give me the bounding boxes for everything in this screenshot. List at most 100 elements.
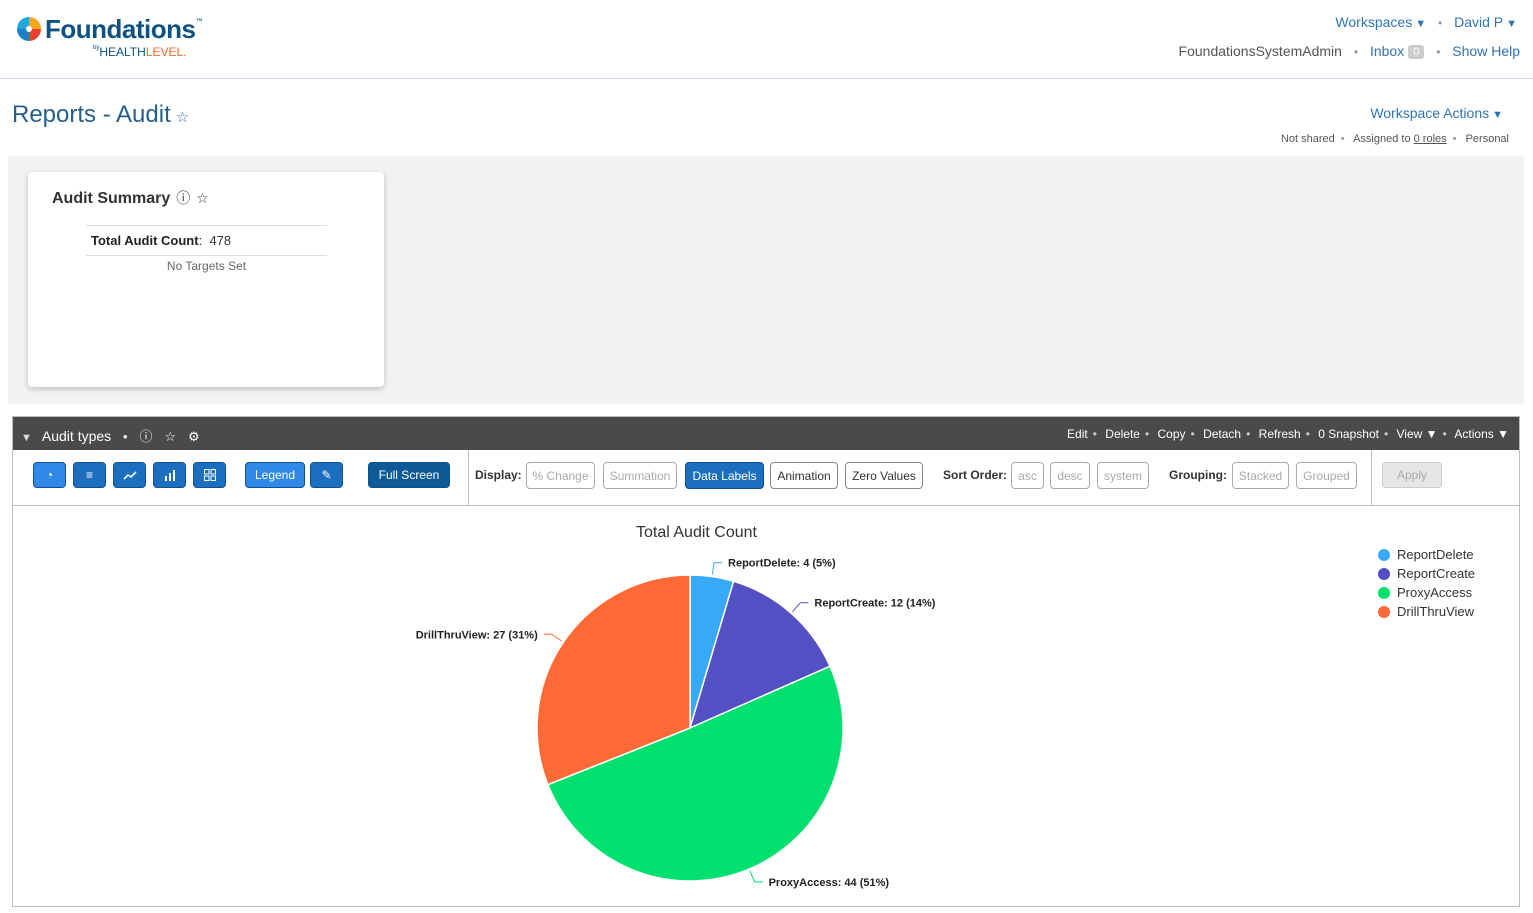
chart-title: Total Audit Count bbox=[636, 524, 757, 541]
label-connector-drillthruview bbox=[543, 633, 562, 642]
legend-label: ProxyAccess bbox=[1397, 585, 1473, 600]
star-icon[interactable]: ☆ bbox=[196, 190, 209, 206]
legend-item-reportcreate[interactable]: ReportCreate bbox=[1378, 564, 1475, 583]
legend-button[interactable]: Legend bbox=[245, 462, 305, 488]
sharing-info: Not shared • Assigned to 0 roles • Persona… bbox=[1280, 133, 1509, 145]
bar-chart-icon bbox=[164, 469, 175, 481]
workspaces-menu[interactable]: Workspaces ▼ bbox=[1335, 14, 1427, 30]
animation-toggle[interactable]: Animation bbox=[770, 462, 838, 489]
show-help-link[interactable]: Show Help bbox=[1452, 43, 1520, 59]
detach-action[interactable]: Detach bbox=[1203, 427, 1242, 441]
pencil-icon: ✎ bbox=[321, 468, 332, 482]
panel-title: Audit types bbox=[41, 428, 112, 444]
apply-button[interactable]: Apply bbox=[1382, 462, 1442, 488]
delete-action[interactable]: Delete bbox=[1105, 427, 1140, 441]
label-connector-reportcreate bbox=[792, 602, 809, 613]
workspace-actions-menu[interactable]: Workspace Actions ▼ bbox=[1370, 105, 1503, 121]
summation-toggle[interactable]: Summation bbox=[603, 462, 677, 489]
percent-change-toggle[interactable]: % Change bbox=[526, 462, 595, 489]
display-label: Display: bbox=[475, 468, 522, 482]
refresh-action[interactable]: Refresh bbox=[1258, 427, 1301, 441]
separator-dot: • bbox=[1437, 16, 1443, 30]
pie-chart-icon: ◔ bbox=[45, 468, 54, 482]
separator-dot: • bbox=[1436, 45, 1441, 59]
legend-item-proxyaccess[interactable]: ProxyAccess bbox=[1378, 583, 1475, 602]
grouped-toggle[interactable]: Grouped bbox=[1296, 462, 1357, 489]
assigned-roles-link[interactable]: 0 roles bbox=[1413, 133, 1447, 145]
toolbar-divider bbox=[1371, 450, 1372, 505]
account-name: FoundationsSystemAdmin bbox=[1178, 43, 1342, 59]
info-icon[interactable]: ⓘ bbox=[176, 190, 191, 206]
logo-pinwheel-icon bbox=[17, 17, 41, 41]
legend-item-drillthruview[interactable]: DrillThruView bbox=[1378, 602, 1475, 621]
chevron-down-icon: ▼ bbox=[1506, 18, 1517, 30]
legend-label: ReportCreate bbox=[1397, 566, 1476, 581]
pie-chart: ReportDelete: 4 (5%) ReportCreate: 12 (14… bbox=[416, 558, 936, 889]
grid-view-button[interactable] bbox=[193, 462, 226, 488]
total-audit-count-stat: Total Audit Count: 478 bbox=[86, 225, 327, 256]
user-menu[interactable]: David P ▼ bbox=[1454, 14, 1517, 30]
personal-label: Personal bbox=[1465, 133, 1509, 145]
star-icon[interactable]: ☆ bbox=[164, 429, 177, 444]
edit-chart-button[interactable]: ✎ bbox=[310, 462, 343, 488]
summary-zone: Audit Summary ⓘ ☆ Total Audit Count: 478 N… bbox=[8, 156, 1524, 404]
pie-slice-drillthruview[interactable] bbox=[536, 574, 691, 786]
page-title: Reports - Audit ☆ bbox=[12, 101, 190, 128]
separator-dot: • bbox=[1353, 45, 1359, 59]
bar-chart-button[interactable] bbox=[153, 462, 186, 488]
panel-header: ▼ Audit types • ⓘ ☆ ⚙ Edit • Delete • Copy •… bbox=[13, 417, 1519, 450]
audit-types-panel: ▼ Audit types • ⓘ ☆ ⚙ Edit • Delete • Copy •… bbox=[12, 416, 1520, 907]
collapse-triangle-icon[interactable]: ▼ bbox=[21, 432, 32, 444]
pie-slice-reportcreate[interactable] bbox=[688, 580, 831, 730]
stat-value: 478 bbox=[209, 233, 232, 248]
legend-color-dot bbox=[1378, 567, 1390, 580]
foundations-logo[interactable]: Foundations™ byHEALTHLEVEL. bbox=[16, 14, 216, 64]
legend-color-dot bbox=[1378, 548, 1390, 561]
copy-action[interactable]: Copy bbox=[1157, 427, 1186, 441]
logo-wordmark: Foundations™ bbox=[45, 14, 202, 44]
separator-dot: • bbox=[123, 429, 128, 444]
top-links-secondary: FoundationsSystemAdmin • Inbox 0 • Show H… bbox=[1179, 43, 1520, 59]
legend-color-dot bbox=[1378, 586, 1390, 599]
gear-icon[interactable]: ⚙ bbox=[187, 429, 200, 444]
table-view-button[interactable]: ≡ bbox=[73, 462, 106, 488]
chart-area: Total Audit Count ReportDelete: 4 (5%) Re… bbox=[13, 506, 1519, 906]
panel-actions: Edit • Delete • Copy • Detach • Refresh • 0 S… bbox=[1067, 427, 1509, 441]
data-label-reportcreate: ReportCreate: 12 (14%) bbox=[814, 598, 935, 610]
sort-system-toggle[interactable]: system bbox=[1097, 462, 1149, 489]
inbox-count-badge: 0 bbox=[1408, 45, 1425, 59]
zero-values-toggle[interactable]: Zero Values bbox=[845, 462, 923, 489]
data-labels-toggle[interactable]: Data Labels bbox=[685, 462, 764, 489]
edit-action[interactable]: Edit bbox=[1067, 427, 1088, 441]
data-label-reportdelete: ReportDelete: 4 (5%) bbox=[728, 558, 836, 570]
data-label-drillthruview: DrillThruView: 27 (31%) bbox=[416, 629, 538, 641]
label-connector-proxyaccess bbox=[749, 870, 763, 883]
chart-type-section: ◔ ≡ Legend ✎ Full Screen bbox=[13, 450, 469, 505]
audit-summary-card[interactable]: Audit Summary ⓘ ☆ Total Audit Count: 478 N… bbox=[28, 172, 384, 387]
legend-item-reportdelete[interactable]: ReportDelete bbox=[1378, 545, 1475, 564]
chevron-down-icon: ▼ bbox=[1425, 427, 1438, 441]
actions-menu[interactable]: Actions ▼ bbox=[1454, 427, 1509, 441]
stacked-toggle[interactable]: Stacked bbox=[1232, 462, 1289, 489]
legend-color-dot bbox=[1378, 605, 1390, 618]
grid-icon bbox=[203, 469, 216, 481]
legend-label: DrillThruView bbox=[1397, 604, 1475, 619]
inbox-link[interactable]: Inbox 0 bbox=[1370, 43, 1425, 59]
label-connector-reportdelete bbox=[711, 562, 723, 575]
grouping-label: Grouping: bbox=[1169, 468, 1227, 482]
snapshot-action[interactable]: 0 Snapshot bbox=[1318, 427, 1379, 441]
sort-desc-toggle[interactable]: desc bbox=[1050, 462, 1090, 489]
data-label-proxyaccess: ProxyAccess: 44 (51%) bbox=[769, 877, 890, 889]
pie-chart-button[interactable]: ◔ bbox=[33, 462, 66, 488]
chevron-down-icon: ▼ bbox=[1492, 109, 1503, 121]
full-screen-button[interactable]: Full Screen bbox=[368, 462, 450, 488]
line-chart-button[interactable] bbox=[113, 462, 146, 488]
view-menu[interactable]: View ▼ bbox=[1396, 427, 1438, 441]
pie-slice-proxyaccess[interactable] bbox=[546, 665, 844, 882]
info-icon[interactable]: ⓘ bbox=[139, 429, 153, 444]
sort-asc-toggle[interactable]: asc bbox=[1011, 462, 1044, 489]
favorite-star-icon[interactable]: ☆ bbox=[175, 109, 190, 126]
chart-legend: ReportDelete ReportCreate ProxyAccess Drill… bbox=[1378, 545, 1475, 621]
top-header: Foundations™ byHEALTHLEVEL. Workspaces ▼ … bbox=[0, 0, 1533, 79]
chevron-down-icon: ▼ bbox=[1497, 427, 1509, 441]
